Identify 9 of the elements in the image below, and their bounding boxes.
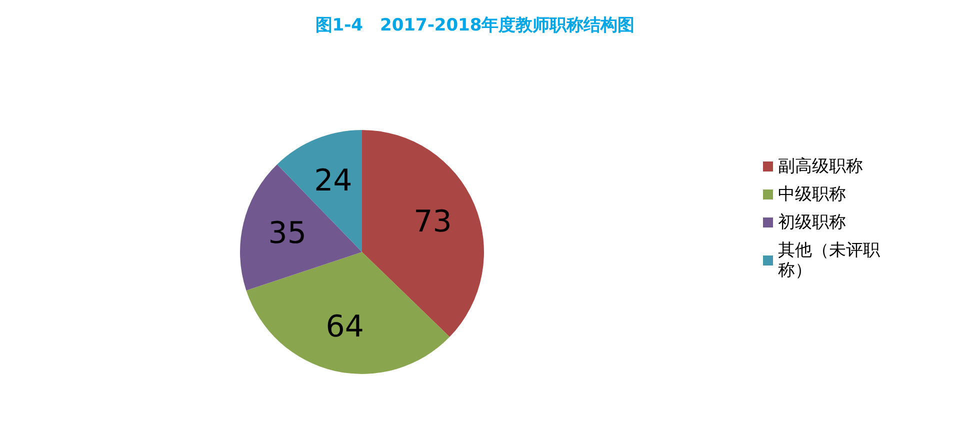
data-label: 35 [268,216,306,252]
legend-label: 中级职称 [778,184,846,204]
legend-label: 初级职称 [778,212,846,232]
legend-label: 副高级职称 [778,156,863,176]
data-label: 64 [326,309,364,344]
chart-title: 图1-4 2017-2018年度教师职称结构图 [315,16,635,36]
data-label: 24 [314,163,352,198]
data-label: 73 [414,204,452,240]
legend-label: 其他（未评职称） [778,240,880,280]
